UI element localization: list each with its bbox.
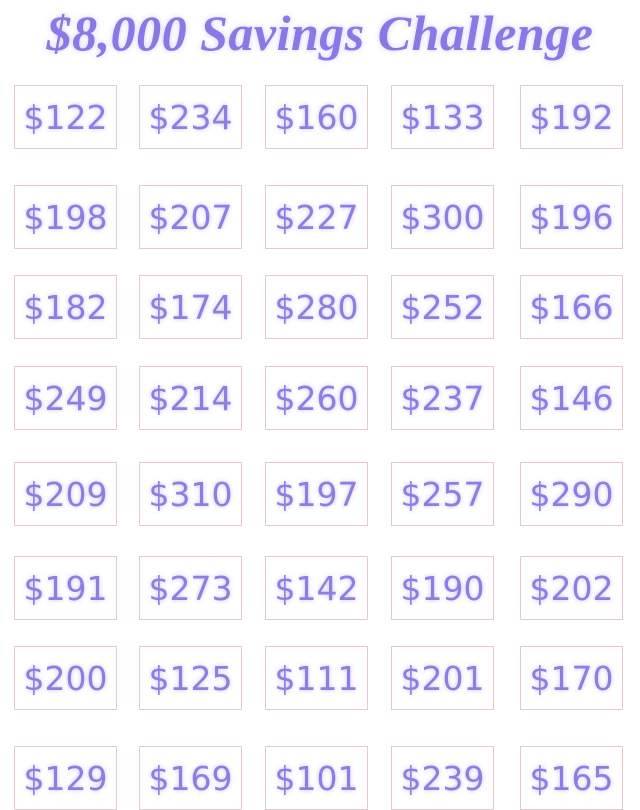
amount-cell: $111 (265, 646, 368, 710)
amount-cell: $191 (14, 556, 117, 620)
amount-cell: $170 (520, 646, 623, 710)
amount-cell: $196 (520, 185, 623, 249)
amount-cell: $249 (14, 366, 117, 430)
amount-cell: $202 (520, 556, 623, 620)
amount-cell: $122 (14, 85, 117, 149)
amount-cell: $290 (520, 462, 623, 526)
amount-cell: $129 (14, 746, 117, 810)
amount-cell: $166 (520, 275, 623, 339)
amount-cell: $201 (391, 646, 494, 710)
amount-cell: $190 (391, 556, 494, 620)
amount-cell: $237 (391, 366, 494, 430)
amount-cell: $142 (265, 556, 368, 620)
title: $8,000 Savings Challenge (46, 5, 594, 61)
amount-cell: $300 (391, 185, 494, 249)
amount-cell: $182 (14, 275, 117, 339)
amount-cell: $239 (391, 746, 494, 810)
amount-cell: $214 (139, 366, 242, 430)
amount-cell: $227 (265, 185, 368, 249)
amount-cell: $310 (139, 462, 242, 526)
amount-cell: $234 (139, 85, 242, 149)
amount-cell: $273 (139, 556, 242, 620)
amount-cell: $101 (265, 746, 368, 810)
amount-cell: $200 (14, 646, 117, 710)
amount-cell: $160 (265, 85, 368, 149)
amount-cell: $192 (520, 85, 623, 149)
amount-cell: $260 (265, 366, 368, 430)
amount-cell: $197 (265, 462, 368, 526)
amount-cell: $169 (139, 746, 242, 810)
amount-cell: $209 (14, 462, 117, 526)
amount-cell: $198 (14, 185, 117, 249)
amount-cell: $174 (139, 275, 242, 339)
amount-cell: $146 (520, 366, 623, 430)
amount-cell: $165 (520, 746, 623, 810)
amount-cell: $257 (391, 462, 494, 526)
amount-cell: $252 (391, 275, 494, 339)
amount-cell: $133 (391, 85, 494, 149)
amount-cell: $125 (139, 646, 242, 710)
amount-cell: $207 (139, 185, 242, 249)
amount-cell: $280 (265, 275, 368, 339)
